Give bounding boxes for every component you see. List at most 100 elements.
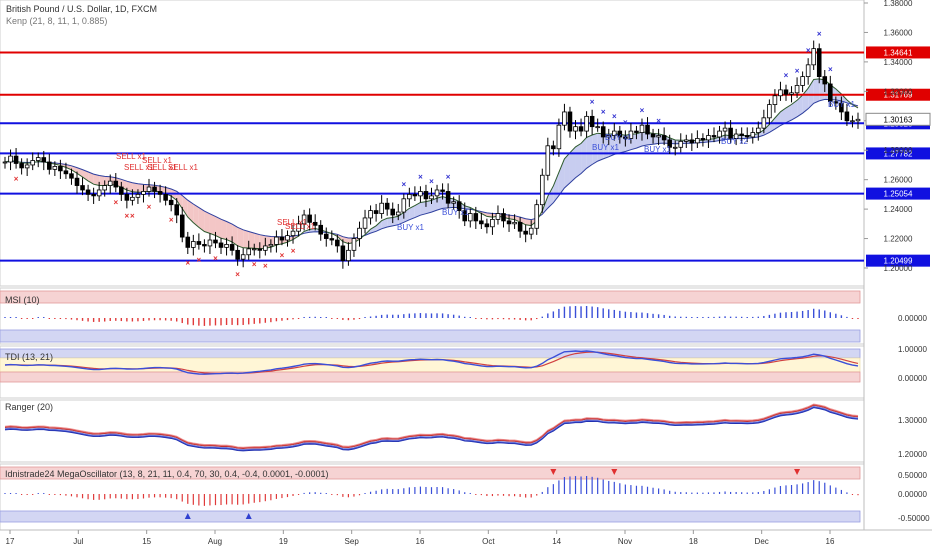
buy-marker: × — [640, 106, 645, 115]
msi-tick-label: 0.00000 — [898, 314, 927, 323]
candle-up — [346, 249, 351, 262]
buy-label: BUY x1 — [397, 223, 425, 232]
ribbon-segment — [592, 133, 598, 165]
buy-marker: × — [612, 112, 617, 121]
tdi-upper-band — [0, 348, 861, 359]
ranger-title: Ranger (20) — [5, 402, 53, 412]
candle-up — [562, 111, 567, 126]
mega-buy-arrow — [245, 513, 252, 519]
sell-marker: × — [280, 251, 285, 260]
megaoscillator-histogram — [4, 469, 859, 519]
candle-down — [85, 189, 91, 195]
candle-down — [218, 242, 224, 248]
candle-up — [24, 164, 30, 169]
ribbon-segment — [514, 215, 521, 223]
candle-up — [678, 140, 684, 148]
ribbon-segment — [619, 134, 626, 153]
mega-sell-arrow — [550, 469, 557, 475]
msi-histogram — [4, 306, 859, 326]
candle-down — [501, 213, 506, 222]
candle-down — [124, 193, 130, 201]
candle-up — [672, 146, 678, 149]
ribbon-segment — [581, 137, 587, 174]
ranger-line — [4, 407, 859, 452]
ribbon-segment — [132, 182, 138, 193]
ribbon-segment — [431, 198, 438, 213]
candle-down — [318, 224, 324, 235]
time-tick-label: 16 — [416, 537, 425, 546]
price-tick-label: 1.34000 — [884, 58, 913, 67]
sell-label: SELL x1 — [277, 218, 307, 227]
ribbon-segment — [176, 191, 183, 209]
candle-up — [612, 130, 617, 136]
sell-marker: × — [291, 247, 296, 256]
mega-title: Idnistrade24 MegaOscillator (13, 8, 21, … — [5, 469, 329, 479]
level-price-tag — [866, 254, 930, 267]
time-tick-label: Sep — [345, 537, 360, 546]
candle-up — [850, 120, 855, 123]
ranger-tick-label: 1.20000 — [898, 450, 927, 459]
sell-marker: × — [213, 254, 218, 263]
time-tick-label: Jul — [73, 537, 83, 546]
candle-up — [639, 124, 645, 133]
candle-up — [733, 133, 739, 139]
candle-up — [130, 196, 135, 201]
price-axis[interactable]: 1.380001.360001.340001.320001.300001.280… — [864, 0, 931, 273]
ribbon-segment — [259, 234, 266, 249]
candle-down — [578, 126, 584, 132]
candle-up — [191, 241, 196, 248]
mega-tick-label: 0.00000 — [898, 490, 927, 499]
sell-marker: × — [113, 198, 118, 207]
buy-label: BUY x2 — [721, 137, 749, 146]
candle-up — [805, 64, 811, 78]
candle-up — [451, 201, 456, 204]
candle-down — [828, 83, 833, 103]
candle-down — [185, 236, 191, 248]
candle-up — [794, 85, 800, 94]
candle-down — [833, 101, 839, 104]
ribbon-segment — [608, 133, 615, 157]
mega-sell-arrow — [794, 469, 801, 475]
buy-marker: × — [418, 172, 423, 181]
level-price-tag — [866, 88, 930, 101]
candle-down — [645, 124, 650, 135]
candle-down — [119, 186, 124, 195]
ribbon-segment — [575, 143, 582, 178]
buy-marker: × — [401, 180, 406, 189]
slow-ema-line — [4, 98, 859, 239]
level-price-label: 1.25054 — [884, 190, 913, 199]
price-tick-label: 1.26000 — [884, 176, 913, 185]
candles[interactable] — [2, 40, 861, 269]
candle-down — [80, 185, 85, 191]
candle-down — [822, 76, 828, 85]
candle-down — [163, 193, 168, 201]
candle-down — [229, 244, 235, 251]
candle-up — [429, 195, 434, 200]
price-tick-label: 1.36000 — [884, 28, 913, 37]
ribbon-segment — [525, 218, 532, 226]
candle-down — [462, 210, 468, 222]
candle-down — [152, 186, 157, 192]
candle-up — [418, 191, 423, 197]
candle-up — [761, 117, 767, 129]
candle-down — [567, 111, 573, 132]
tdi-lines — [4, 350, 859, 375]
current-price-tag — [865, 112, 931, 126]
candle-up — [240, 254, 246, 260]
candle-down — [623, 136, 628, 139]
sell-marker: × — [197, 255, 202, 264]
ribbon-segment — [414, 202, 421, 218]
candle-up — [684, 139, 689, 142]
symbol-title: British Pound / U.S. Dollar, 1D, FXCM — [6, 4, 157, 14]
candle-down — [41, 157, 47, 163]
ranger-panel[interactable] — [0, 399, 865, 463]
candle-down — [390, 208, 396, 216]
msi-lower-band — [0, 329, 861, 343]
candle-up — [595, 126, 600, 129]
time-axis[interactable]: 17 Jul 15 Aug 19 Sep 16 Oct 14 Nov 18 Dec 16 — [6, 530, 835, 546]
level-price-tag — [866, 187, 930, 200]
sell-marker: × — [169, 216, 174, 225]
candle-down — [661, 135, 667, 141]
ribbon-segment — [243, 229, 249, 249]
